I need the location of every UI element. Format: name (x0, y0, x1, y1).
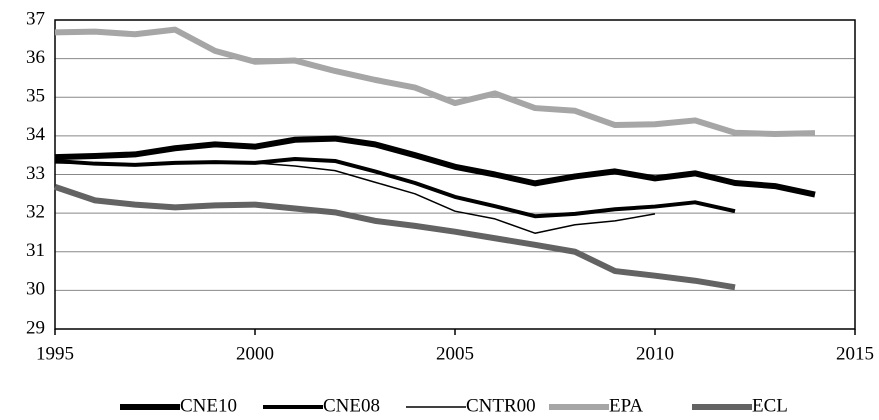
y-tick-label: 36 (26, 47, 45, 68)
y-tick-label: 32 (26, 201, 45, 222)
series-line (54, 135, 816, 198)
series-line (54, 162, 656, 234)
x-tick-label: 2005 (436, 343, 474, 364)
legend-label: EPA (609, 395, 643, 415)
y-tick-label: 37 (26, 8, 45, 29)
y-tick-label: 31 (26, 240, 45, 261)
series-line (54, 26, 816, 137)
legend-label: CNE10 (180, 395, 237, 415)
x-tick-label: 1995 (36, 343, 74, 364)
y-tick-label: 30 (26, 279, 45, 300)
series-line (54, 184, 736, 291)
y-tick-label: 34 (26, 124, 46, 145)
y-tick-label: 35 (26, 86, 45, 107)
y-tick-label: 29 (26, 317, 45, 338)
x-tick-label: 2000 (236, 343, 274, 364)
legend-label: CNTR00 (466, 395, 536, 415)
legend-label: CNE08 (323, 395, 380, 415)
x-tick-label: 2010 (636, 343, 674, 364)
legend-label: ECL (752, 395, 788, 415)
y-tick-label: 33 (26, 163, 45, 184)
x-tick-label: 2015 (836, 343, 874, 364)
